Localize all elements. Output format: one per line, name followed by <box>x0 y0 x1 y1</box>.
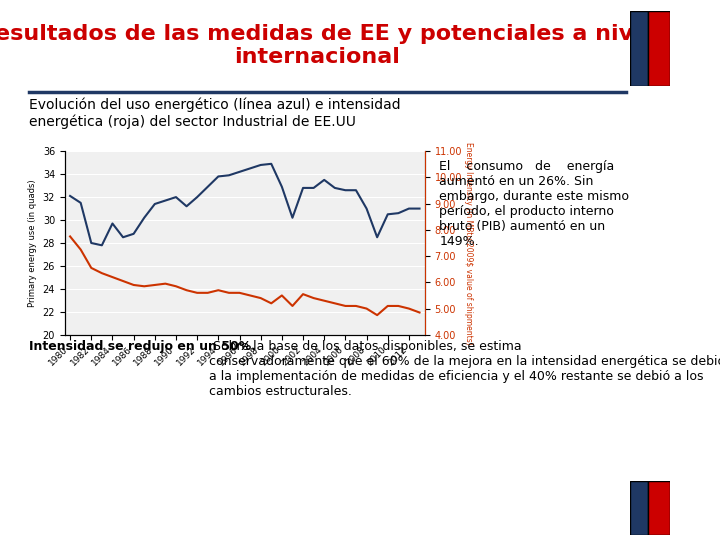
Text: Evolución del uso energético (línea azul) e intensidad
energética (roja) del sec: Evolución del uso energético (línea azul… <box>29 97 400 129</box>
Y-axis label: Primary energy use (in quads): Primary energy use (in quads) <box>28 179 37 307</box>
Y-axis label: Energy Intensity (in MBtu/2009$ value of shipments): Energy Intensity (in MBtu/2009$ value of… <box>464 141 473 345</box>
Text: Intensidad se redujo en un 50%.: Intensidad se redujo en un 50%. <box>29 340 256 353</box>
FancyBboxPatch shape <box>648 11 670 86</box>
FancyBboxPatch shape <box>630 481 648 535</box>
FancyBboxPatch shape <box>630 11 648 86</box>
Text: Sobre la base de los datos disponibles, se estima
conservadoramente que el 60% d: Sobre la base de los datos disponibles, … <box>209 340 720 398</box>
FancyBboxPatch shape <box>648 481 670 535</box>
Text: El    consumo   de    energía
aumentó en un 26%. Sin
embargo, durante este mismo: El consumo de energía aumentó en un 26%.… <box>439 160 629 248</box>
Text: Resultados de las medidas de EE y potenciales a nivel
internacional: Resultados de las medidas de EE y potenc… <box>0 24 656 68</box>
